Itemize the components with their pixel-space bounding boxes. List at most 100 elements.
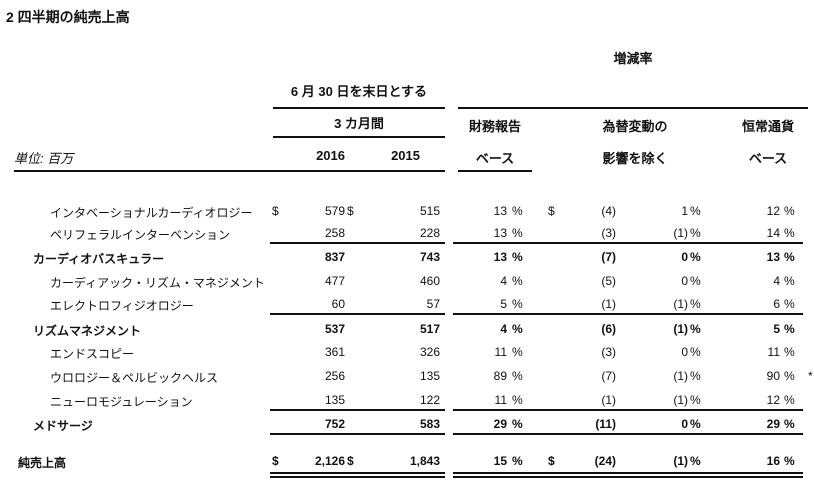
reported-change: 5: [500, 297, 507, 311]
row-label: メドサージ: [33, 419, 93, 433]
percent-sign: %: [512, 297, 523, 311]
reported-change: 13: [493, 250, 507, 264]
constant-change: 29: [766, 417, 780, 431]
percent-sign: %: [512, 226, 523, 240]
value-2015: 135: [419, 369, 440, 383]
value-2016: 258: [324, 226, 345, 240]
unit-label: 単位: 百万: [14, 151, 74, 166]
value-2016: 477: [324, 274, 345, 288]
fx-percent: 0: [681, 345, 688, 359]
value-2016: 752: [324, 417, 345, 431]
percent-sign: %: [512, 204, 523, 218]
fx-percent: (1): [673, 454, 688, 468]
constant-change: 16: [766, 454, 780, 468]
subtotal-rule: [270, 476, 445, 478]
value-2016: 135: [324, 393, 345, 407]
percent-sign: %: [690, 226, 701, 240]
header-constant-line1: 恒常通貨: [741, 119, 794, 134]
reported-change: 29: [493, 417, 507, 431]
percent-sign: %: [690, 369, 701, 383]
percent-sign: %: [690, 393, 701, 407]
table-row: リズムマネジメント 537 517 4% (6) (1)% 5%: [0, 322, 814, 340]
percent-sign: %: [784, 297, 795, 311]
constant-change: 11: [767, 345, 780, 359]
subtotal-rule: [270, 433, 445, 435]
value-2015: 122: [419, 393, 440, 407]
header-constant-line2: ベース: [748, 151, 788, 166]
subtotal-rule: [270, 472, 445, 474]
percent-sign: %: [512, 454, 523, 468]
table-row: ウロロジー＆ペルビックヘルス 256 135 89% (7) (1)% 90% *: [0, 369, 814, 387]
fx-impact: (7): [601, 250, 616, 264]
table-row: メドサージ 752 583 29% (11) 0% 29%: [0, 417, 814, 435]
header-rule: [273, 136, 445, 138]
fx-percent: (1): [673, 226, 688, 240]
reported-change: 11: [494, 345, 507, 359]
table-row: カーディオバスキュラー 837 743 13% (7) 0% 13%: [0, 250, 814, 268]
table-row: エンドスコピー 361 326 11% (3) 0% 11%: [0, 345, 814, 363]
currency-2015: $: [347, 454, 354, 468]
fx-percent: 1: [681, 204, 688, 218]
row-label: ウロロジー＆ペルビックヘルス: [50, 371, 219, 385]
value-2015: 515: [419, 204, 440, 218]
fx-percent: (1): [673, 393, 688, 407]
row-label: インタベーショナルカーディオロジー: [50, 206, 253, 220]
value-2015: 228: [419, 226, 440, 240]
page-title: 2 四半期の純売上高: [6, 9, 130, 25]
table-row: インタベーショナルカーディオロジー $579 $515 13% $ (4) 1% 12%: [0, 204, 814, 222]
fx-percent: 0: [681, 274, 688, 288]
percent-sign: %: [784, 393, 795, 407]
header-period-line1: 6 月 30 日を末日とする: [290, 84, 428, 99]
fx-impact: (11): [595, 417, 616, 431]
constant-change: 6: [773, 297, 780, 311]
reported-change: 4: [500, 322, 507, 336]
reported-change: 89: [493, 369, 507, 383]
header-reported-line2: ベース: [475, 151, 515, 166]
percent-sign: %: [690, 417, 701, 431]
percent-sign: %: [512, 274, 523, 288]
table-row: カーディアック・リズム・マネジメント 477 460 4% (5) 0% 4%: [0, 274, 814, 292]
row-label: カーディアック・リズム・マネジメント: [50, 276, 265, 290]
percent-sign: %: [512, 393, 523, 407]
value-2016: 579: [324, 204, 345, 218]
row-label: カーディオバスキュラー: [33, 252, 165, 266]
fx-impact: (6): [601, 322, 616, 336]
fx-impact: (3): [601, 345, 616, 359]
percent-sign: %: [690, 274, 701, 288]
fx-impact: (1): [601, 393, 616, 407]
value-2015: 326: [419, 345, 440, 359]
subtotal-rule: [453, 242, 803, 244]
fx-percent: 0: [681, 250, 688, 264]
table-row: ペリフェラルインターベンション 258 228 13% (3) (1)% 14%: [0, 226, 814, 244]
percent-sign: %: [690, 454, 701, 468]
header-year-2016: 2016: [316, 148, 345, 163]
subtotal-rule: [270, 409, 445, 411]
percent-sign: %: [512, 250, 523, 264]
fx-impact: (4): [601, 204, 616, 218]
value-2016: 256: [324, 369, 345, 383]
value-2015: 460: [419, 274, 440, 288]
constant-change: 90: [766, 369, 780, 383]
header-fx-line1: 為替変動の: [602, 119, 668, 134]
value-2016: 60: [331, 297, 345, 311]
percent-sign: %: [690, 297, 701, 311]
fx-impact: (5): [601, 274, 616, 288]
value-2015: 1,843: [409, 454, 440, 468]
percent-sign: %: [784, 369, 795, 383]
row-label: エレクトロフィジオロジー: [50, 299, 194, 313]
subtotal-rule: [453, 476, 803, 478]
reported-change: 13: [493, 226, 507, 240]
header-rule: [273, 107, 445, 109]
currency-2015: $: [347, 204, 354, 218]
header-fx-line2: 影響を除く: [602, 151, 668, 166]
percent-sign: %: [784, 417, 795, 431]
percent-sign: %: [512, 369, 523, 383]
constant-change: 12: [766, 204, 780, 218]
percent-sign: %: [512, 345, 523, 359]
subtotal-rule: [270, 242, 445, 244]
value-2015: 743: [419, 250, 440, 264]
value-2015: 57: [426, 297, 440, 311]
subtotal-rule: [453, 472, 803, 474]
fx-percent: 0: [681, 417, 688, 431]
header-reported-line1: 財務報告: [468, 119, 521, 134]
